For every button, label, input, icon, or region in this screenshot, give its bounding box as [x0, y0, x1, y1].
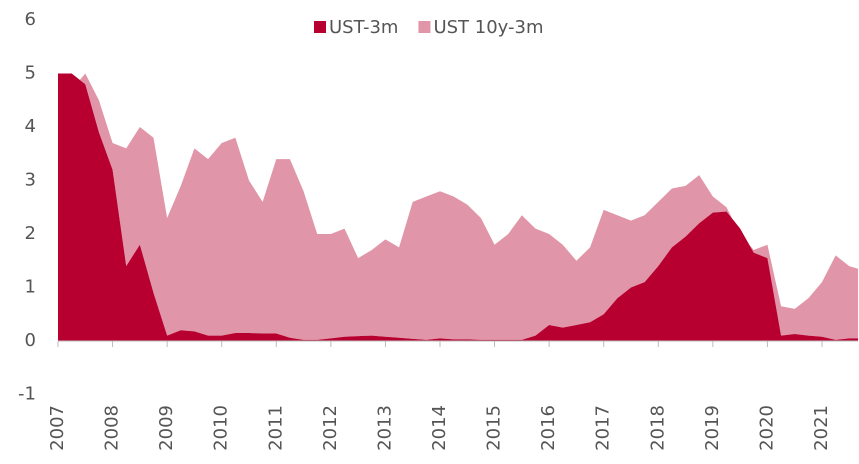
- x-tick-label: 2017: [593, 405, 614, 451]
- legend-label: UST-3m: [329, 17, 398, 38]
- area: [58, 73, 858, 341]
- legend-swatch: [418, 21, 431, 33]
- y-tick-label: 1: [25, 277, 36, 298]
- x-tick-label: 2015: [484, 405, 505, 451]
- x-tick-label: 2007: [47, 405, 68, 451]
- y-tick-label: 3: [25, 170, 36, 191]
- legend-swatch: [314, 21, 326, 33]
- x-tick-label: 2020: [756, 405, 777, 451]
- x-tick-label: 2021: [811, 405, 832, 451]
- y-tick-label: 4: [25, 116, 36, 137]
- y-tick-label: 5: [25, 63, 36, 84]
- y-tick-label: 2: [25, 223, 36, 244]
- x-tick-label: 2011: [265, 405, 286, 451]
- x-tick-label: 2018: [647, 405, 668, 451]
- y-tick-label: 0: [25, 330, 36, 351]
- x-tick-label: 2019: [702, 405, 723, 451]
- x-tick-label: 2013: [374, 405, 395, 451]
- x-tick-label: 2009: [156, 405, 177, 451]
- y-tick-label: 6: [25, 9, 36, 30]
- x-tick-label: 2014: [429, 405, 450, 451]
- x-tick-label: 2010: [211, 405, 232, 451]
- area: [58, 73, 858, 340]
- x-tick-label: 2016: [538, 405, 559, 451]
- y-tick-label: -1: [18, 384, 36, 405]
- x-tick-label: 2008: [102, 405, 123, 451]
- x-tick-label: 2012: [320, 405, 341, 451]
- legend-label: UST 10y-3m: [433, 17, 543, 38]
